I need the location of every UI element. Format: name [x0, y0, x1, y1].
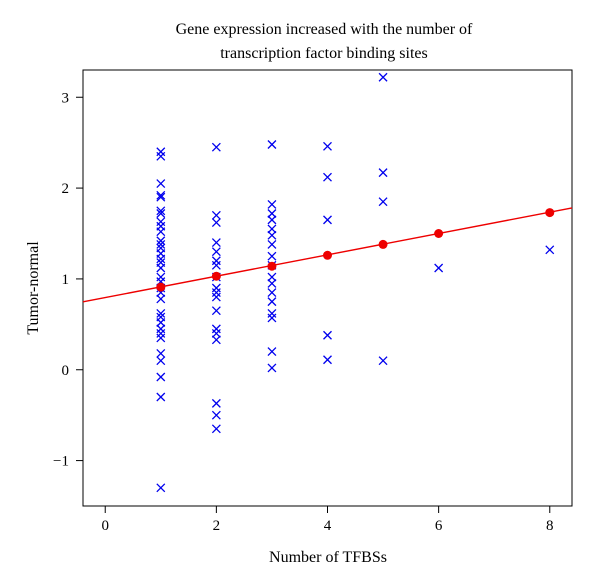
data-point-cross: [267, 308, 277, 318]
mean-point: [211, 271, 221, 281]
data-point-cross: [267, 278, 277, 288]
data-point-cross: [211, 424, 221, 434]
data-point-cross: [267, 140, 277, 149]
data-point-cross: [211, 398, 221, 408]
mean-point: [267, 261, 277, 271]
y-tick-label: 3: [62, 90, 70, 106]
data-point-cross: [211, 324, 221, 334]
data-point-cross: [378, 356, 388, 366]
data-point-cross: [211, 306, 221, 316]
data-point-cross: [211, 410, 221, 420]
data-point-cross: [211, 292, 221, 302]
y-tick-label: −1: [53, 454, 69, 470]
x-tick-label: 2: [213, 518, 221, 534]
data-point-cross: [267, 288, 277, 298]
data-point-cross: [156, 236, 166, 246]
chart-title-line-1: Gene expression increased with the numbe…: [176, 21, 473, 38]
data-point-cross: [156, 151, 166, 161]
data-point-cross: [156, 209, 166, 218]
data-point-cross: [156, 294, 166, 304]
y-axis: −1 0 1 2 3: [53, 90, 83, 470]
data-point-cross: [211, 142, 221, 152]
chart-title-line-2: transcription factor binding sites: [220, 45, 428, 62]
data-point-cross: [323, 355, 332, 365]
mean-point: [378, 239, 388, 249]
data-point-cross: [156, 308, 166, 318]
data-point-cross: [267, 313, 277, 323]
plot-area: [82, 72, 573, 493]
data-point-cross: [211, 256, 221, 266]
data-point-cross: [211, 260, 221, 270]
data-point-cross: [323, 215, 332, 225]
data-point-cross: [156, 263, 166, 273]
data-point-cross: [267, 199, 277, 209]
data-point-cross: [267, 251, 277, 261]
y-tick-label: 1: [62, 272, 70, 288]
data-point-cross: [267, 297, 277, 307]
data-point-cross: [323, 172, 332, 182]
x-axis-label: Number of TFBSs: [269, 549, 387, 566]
data-point-cross: [156, 179, 166, 189]
data-point-cross: [211, 335, 221, 345]
data-point-cross: [211, 328, 221, 338]
data-point-cross: [378, 72, 388, 82]
y-tick-label: 0: [62, 363, 70, 379]
data-point-cross: [267, 363, 277, 373]
data-point-cross: [211, 238, 221, 248]
data-point-cross: [156, 328, 166, 338]
data-point-cross: [156, 372, 166, 382]
data-point-cross: [211, 247, 221, 257]
x-tick-label: 4: [324, 518, 332, 534]
data-point-cross: [323, 141, 332, 151]
data-point-cross: [156, 318, 166, 327]
mean-point: [434, 229, 444, 238]
x-tick-label: 6: [435, 518, 443, 534]
data-point-cross: [156, 272, 166, 282]
data-point-cross: [267, 347, 277, 357]
data-point-cross: [378, 197, 388, 207]
data-point-cross: [434, 263, 444, 273]
data-point-cross: [267, 224, 277, 234]
data-point-cross: [156, 147, 166, 157]
mean-point: [545, 208, 555, 218]
data-point-cross: [156, 348, 166, 358]
data-point-cross: [156, 333, 166, 343]
data-point-cross: [211, 288, 221, 298]
data-point-cross: [211, 210, 221, 220]
data-point-cross: [156, 239, 166, 249]
data-point-cross: [267, 239, 277, 249]
data-point-cross: [156, 356, 166, 366]
data-point-cross: [156, 192, 166, 202]
mean-point: [156, 282, 166, 292]
data-point-cross: [156, 227, 166, 237]
data-point-cross: [156, 392, 166, 402]
data-point-cross: [156, 217, 166, 227]
data-point-cross: [545, 245, 555, 255]
x-tick-label: 0: [101, 518, 109, 534]
data-point-cross: [323, 330, 332, 340]
data-point-cross: [267, 272, 277, 282]
data-point-cross: [156, 190, 166, 200]
data-point-cross: [267, 230, 277, 240]
data-point-cross: [211, 283, 221, 293]
x-tick-label: 8: [546, 518, 554, 534]
y-axis-label: Tumor-normal: [25, 241, 42, 335]
y-tick-label: 2: [62, 181, 70, 197]
data-point-cross: [156, 254, 166, 264]
x-axis: 0 2 4 6 8: [101, 506, 554, 534]
data-point-cross: [211, 218, 221, 228]
mean-point: [323, 250, 332, 260]
data-point-cross: [156, 483, 166, 493]
data-point-cross: [267, 209, 277, 218]
data-point-cross: [378, 168, 388, 178]
data-point-cross: [156, 324, 166, 334]
data-point-cross: [267, 215, 277, 225]
data-point-cross: [156, 206, 166, 216]
